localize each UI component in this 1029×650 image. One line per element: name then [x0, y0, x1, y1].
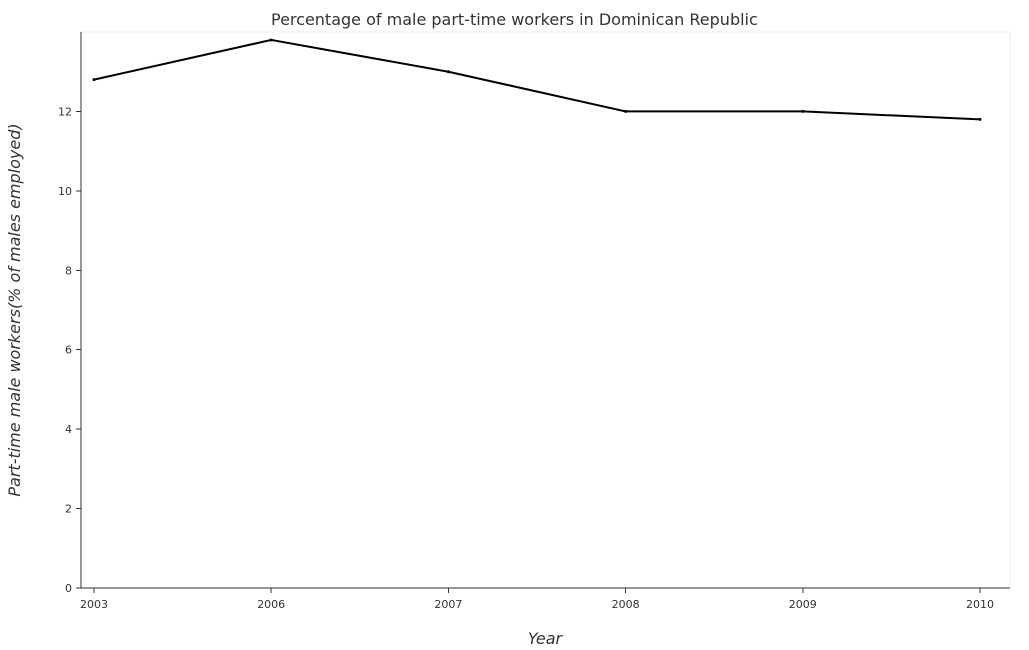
x-axis-ticks: 2003 2006 2007 2008 2009 2010 [80, 588, 994, 611]
y-axis-label: Part-time male workers(% of males employ… [5, 123, 24, 496]
series-layer [92, 38, 982, 121]
x-axis-label: Year [528, 629, 564, 648]
data-point [624, 109, 628, 113]
y-tick-label: 10 [58, 185, 72, 198]
data-point [978, 117, 982, 121]
data-point [446, 70, 450, 74]
x-tick-label: 2008 [612, 598, 640, 611]
y-tick-label: 8 [65, 264, 72, 277]
chart-title: Percentage of male part-time workers in … [271, 10, 758, 29]
y-axis-ticks: 0 2 4 6 8 10 12 [58, 105, 81, 595]
x-tick-label: 2006 [257, 598, 285, 611]
y-tick-label: 0 [65, 582, 72, 595]
x-tick-label: 2007 [434, 598, 462, 611]
x-tick-label: 2009 [789, 598, 817, 611]
data-point [92, 78, 96, 82]
data-point [269, 38, 273, 42]
y-tick-label: 12 [58, 105, 72, 118]
x-tick-label: 2003 [80, 598, 108, 611]
y-tick-label: 2 [65, 503, 72, 516]
y-tick-label: 6 [65, 344, 72, 357]
data-point [801, 109, 805, 113]
y-tick-label: 4 [65, 423, 72, 436]
series-line [93, 38, 981, 121]
plot-frame [81, 31, 1011, 588]
x-tick-label: 2010 [966, 598, 994, 611]
